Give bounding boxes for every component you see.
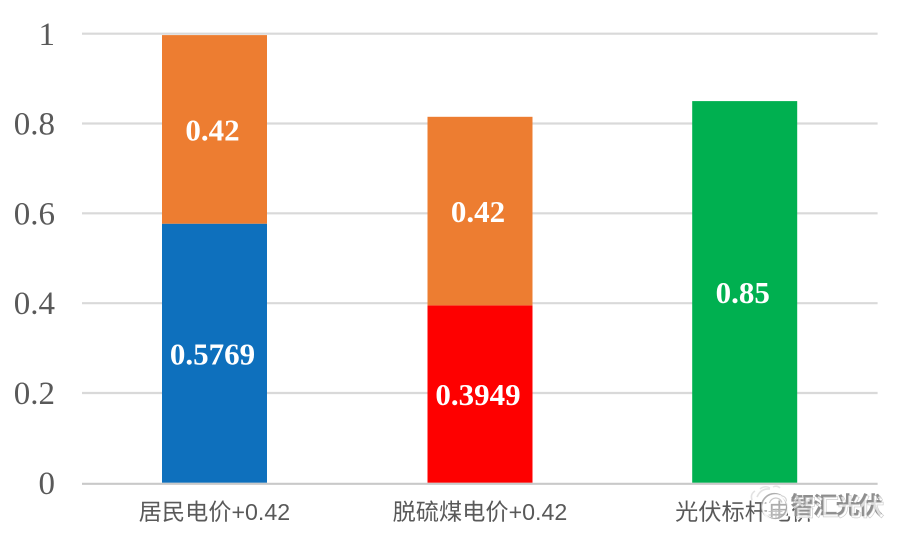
svg-text:0.4: 0.4: [14, 286, 55, 322]
svg-text:0.3949: 0.3949: [435, 377, 520, 412]
svg-text:0.42: 0.42: [451, 194, 505, 229]
svg-text:0.6: 0.6: [14, 196, 55, 232]
svg-text:0.5769: 0.5769: [170, 336, 255, 371]
svg-text:0.85: 0.85: [716, 275, 770, 310]
svg-text:1: 1: [39, 17, 56, 53]
svg-text:0.2: 0.2: [14, 376, 55, 412]
svg-text:0.8: 0.8: [14, 107, 55, 143]
svg-text:0.42: 0.42: [185, 112, 239, 147]
svg-text:0: 0: [39, 466, 56, 502]
svg-text:+0.42: +0.42: [509, 499, 568, 525]
svg-text:+0.42: +0.42: [232, 499, 291, 525]
